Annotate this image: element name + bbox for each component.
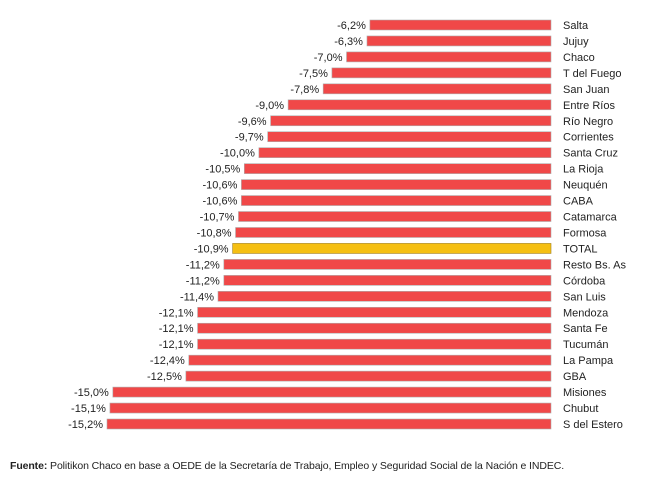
- data-label: -12,1%: [159, 323, 194, 335]
- category-label: Tucumán: [563, 339, 608, 351]
- bar: [185, 370, 552, 382]
- bar-total: [232, 243, 552, 254]
- category-label: San Luis: [563, 291, 606, 303]
- bar: [197, 306, 552, 318]
- category-label: La Rioja: [563, 164, 604, 176]
- data-label: -10,7%: [200, 212, 235, 224]
- category-label: Chubut: [563, 403, 598, 415]
- data-label: -12,4%: [150, 355, 185, 367]
- data-label: -11,4%: [180, 291, 214, 303]
- category-label: Formosa: [563, 227, 607, 239]
- bar: [112, 386, 552, 398]
- category-label: Santa Fe: [563, 323, 608, 335]
- bar: [267, 131, 552, 143]
- bar: [223, 259, 552, 270]
- category-label: Entre Ríos: [563, 100, 615, 112]
- bar: [106, 418, 552, 430]
- data-label: -10,5%: [205, 164, 240, 176]
- category-label: GBA: [563, 371, 587, 383]
- bar: [223, 275, 552, 286]
- source-label: Fuente:: [10, 460, 48, 472]
- data-label: -7,5%: [299, 68, 328, 80]
- bar: [243, 163, 552, 174]
- category-label: Río Negro: [563, 116, 613, 128]
- category-label: Santa Cruz: [563, 148, 618, 160]
- bar: [197, 338, 552, 350]
- data-label: -10,6%: [203, 180, 238, 192]
- data-label: -10,0%: [220, 148, 255, 160]
- data-label: -11,2%: [186, 275, 220, 287]
- category-label: CABA: [563, 196, 594, 208]
- category-label: Resto Bs. As: [563, 259, 626, 271]
- source-note: Fuente: Politikon Chaco en base a OEDE d…: [10, 460, 564, 472]
- data-label: -11,2%: [186, 259, 220, 271]
- data-label: -9,0%: [255, 100, 284, 112]
- source-text: Politikon Chaco en base a OEDE de la Sec…: [47, 460, 565, 472]
- data-label: -15,0%: [74, 387, 109, 399]
- data-label: -6,2%: [337, 20, 366, 32]
- category-label: Salta: [563, 20, 589, 32]
- data-label: -10,6%: [203, 196, 238, 208]
- bar: [258, 147, 552, 158]
- category-label: S del Estero: [563, 419, 623, 431]
- data-label: -7,8%: [290, 84, 319, 96]
- bar: [366, 35, 552, 47]
- data-label: -9,7%: [235, 132, 264, 144]
- category-label: Neuquén: [563, 180, 608, 192]
- category-label: La Pampa: [563, 355, 614, 367]
- data-label: -9,6%: [238, 116, 267, 128]
- data-label: -12,1%: [159, 307, 194, 319]
- data-label: -10,9%: [194, 243, 229, 255]
- category-label: Chaco: [563, 52, 595, 64]
- category-label: Catamarca: [563, 212, 618, 224]
- category-label: Córdoba: [563, 275, 606, 287]
- data-label: -7,0%: [314, 52, 343, 64]
- bar: [197, 322, 552, 334]
- category-label: T del Fuego: [563, 68, 622, 80]
- bar: [238, 211, 552, 222]
- category-label: Jujuy: [563, 36, 589, 48]
- bar: [109, 402, 552, 414]
- data-label: -15,2%: [68, 419, 103, 431]
- bar: [188, 354, 552, 366]
- bar: [331, 67, 552, 79]
- category-label: TOTAL: [563, 243, 597, 255]
- bar-chart: -6,2% Salta -6,3% Jujuy -7,0% Chaco -7,5% T del…: [68, 19, 626, 431]
- bar: [241, 195, 552, 206]
- category-label: Mendoza: [563, 307, 609, 319]
- bar: [287, 99, 552, 111]
- data-label: -12,5%: [147, 371, 182, 383]
- bar: [235, 227, 552, 238]
- bar: [346, 51, 552, 63]
- bar: [270, 115, 552, 127]
- category-label: Misiones: [563, 387, 607, 399]
- data-label: -6,3%: [334, 36, 363, 48]
- data-label: -12,1%: [159, 339, 194, 351]
- bar: [322, 83, 552, 95]
- bar: [369, 19, 552, 31]
- data-label: -15,1%: [71, 403, 106, 415]
- bar: [217, 291, 552, 302]
- category-label: San Juan: [563, 84, 609, 96]
- bar: [241, 179, 552, 190]
- category-label: Corrientes: [563, 132, 614, 144]
- data-label: -10,8%: [197, 227, 232, 239]
